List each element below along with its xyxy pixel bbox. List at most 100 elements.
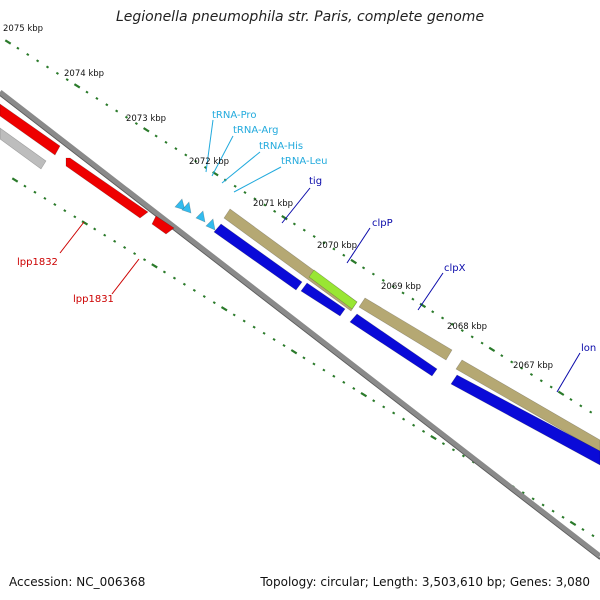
blue-genes <box>213 223 600 466</box>
minor-tick <box>520 366 524 370</box>
minor-tick <box>65 78 69 82</box>
major-tick <box>557 390 565 396</box>
outer-scale-ticks <box>4 39 593 414</box>
label-lpp1831[interactable]: lpp1831 <box>73 294 114 305</box>
minor-tick <box>371 272 375 276</box>
blue-gene-tig[interactable] <box>213 223 303 291</box>
minor-tick <box>391 285 395 289</box>
minor-tick <box>431 310 435 314</box>
minor-tick <box>45 65 50 69</box>
trna-arg-arrow[interactable] <box>181 201 192 214</box>
minor-tick <box>53 203 57 207</box>
label-lon[interactable]: lon <box>581 343 596 354</box>
minor-tick <box>402 417 406 421</box>
major-tick <box>350 258 357 265</box>
leader-trna-his <box>221 151 261 184</box>
minor-tick <box>143 258 147 262</box>
label-trna-pro[interactable]: tRNA-Pro <box>212 110 256 121</box>
green-gene[interactable] <box>308 269 358 310</box>
trna-his-arrow[interactable] <box>195 210 206 223</box>
major-tick <box>11 177 19 183</box>
minor-tick <box>312 234 316 238</box>
minor-tick <box>302 356 306 360</box>
leader-trna-leu <box>233 166 282 193</box>
olive-gene-3[interactable] <box>455 359 600 453</box>
minor-tick <box>551 509 555 513</box>
minor-tick <box>95 96 99 100</box>
major-tick <box>73 83 81 89</box>
minor-tick <box>361 266 366 270</box>
leader-trna-pro <box>205 119 214 173</box>
label-clpP[interactable]: clpP <box>372 218 393 229</box>
minor-tick <box>93 227 97 231</box>
leader-tig <box>281 187 311 224</box>
minor-tick <box>184 153 188 157</box>
minor-tick <box>103 233 107 237</box>
minor-tick <box>322 241 326 245</box>
minor-tick <box>461 454 465 458</box>
grey-gene-block[interactable] <box>0 127 47 170</box>
minor-tick <box>172 276 176 280</box>
minor-tick <box>549 385 553 389</box>
olive-gene-2[interactable] <box>358 297 453 361</box>
minor-tick <box>26 53 30 57</box>
minor-tick <box>569 398 573 402</box>
minor-tick <box>470 335 474 339</box>
backbone <box>0 90 600 560</box>
major-tick <box>281 214 288 221</box>
minor-tick <box>282 344 286 348</box>
scale-label-2074: 2074 kbp <box>64 69 104 79</box>
minor-tick <box>450 322 454 326</box>
minor-tick <box>16 46 20 50</box>
minor-tick <box>253 197 257 201</box>
feature-labels: tRNA-Pro tRNA-Arg tRNA-His tRNA-Leu tig … <box>17 110 596 354</box>
scale-label-2069: 2069 kbp <box>381 282 421 292</box>
label-trna-leu[interactable]: tRNA-Leu <box>281 156 327 167</box>
minor-tick <box>460 329 464 333</box>
minor-tick <box>162 270 166 274</box>
minor-tick <box>392 411 396 415</box>
red-gene-lpp1832[interactable] <box>65 157 149 219</box>
minor-tick <box>192 288 196 292</box>
minor-tick <box>133 252 137 256</box>
backbone-line <box>0 90 600 558</box>
label-lpp1832[interactable]: lpp1832 <box>17 257 58 268</box>
minor-tick <box>55 71 59 75</box>
minor-tick <box>182 282 186 286</box>
trna-pro-arrow[interactable] <box>174 198 186 211</box>
blue-gene-clpP[interactable] <box>300 282 346 317</box>
minor-tick <box>332 247 336 251</box>
major-tick <box>4 39 12 45</box>
minor-tick <box>342 380 346 384</box>
minor-tick <box>480 341 484 345</box>
minor-tick <box>115 109 119 113</box>
minor-tick <box>372 399 376 403</box>
minor-tick <box>154 134 158 138</box>
red-gene-block-1[interactable] <box>0 103 61 156</box>
minor-tick <box>500 354 504 358</box>
minor-tick <box>531 497 535 501</box>
minor-tick <box>272 337 276 341</box>
minor-tick <box>510 360 514 364</box>
label-clpX[interactable]: clpX <box>444 263 466 274</box>
major-tick <box>569 520 577 527</box>
blue-gene-lon[interactable] <box>450 374 600 466</box>
label-trna-arg[interactable]: tRNA-Arg <box>233 125 278 136</box>
leader-clpP <box>346 227 371 264</box>
label-tig[interactable]: tig <box>309 176 322 187</box>
minor-tick <box>73 215 77 219</box>
olive-genes <box>223 208 600 453</box>
genome-summary-text: Topology: circular; Length: 3,503,610 bp… <box>260 575 590 589</box>
label-trna-his[interactable]: tRNA-His <box>259 141 303 152</box>
leader-trna-arg <box>211 135 234 177</box>
red-gene-lpp1831[interactable] <box>151 215 175 235</box>
blue-gene-clpX[interactable] <box>349 313 438 377</box>
scale-labels: 2075 kbp 2074 kbp 2073 kbp 2072 kbp 2071… <box>3 24 553 371</box>
minor-tick <box>292 222 296 226</box>
trna-leu-arrow[interactable] <box>205 218 216 231</box>
minor-tick <box>589 410 593 414</box>
minor-tick <box>302 228 306 232</box>
minor-tick <box>441 442 446 446</box>
leader-lpp1832 <box>59 221 85 254</box>
